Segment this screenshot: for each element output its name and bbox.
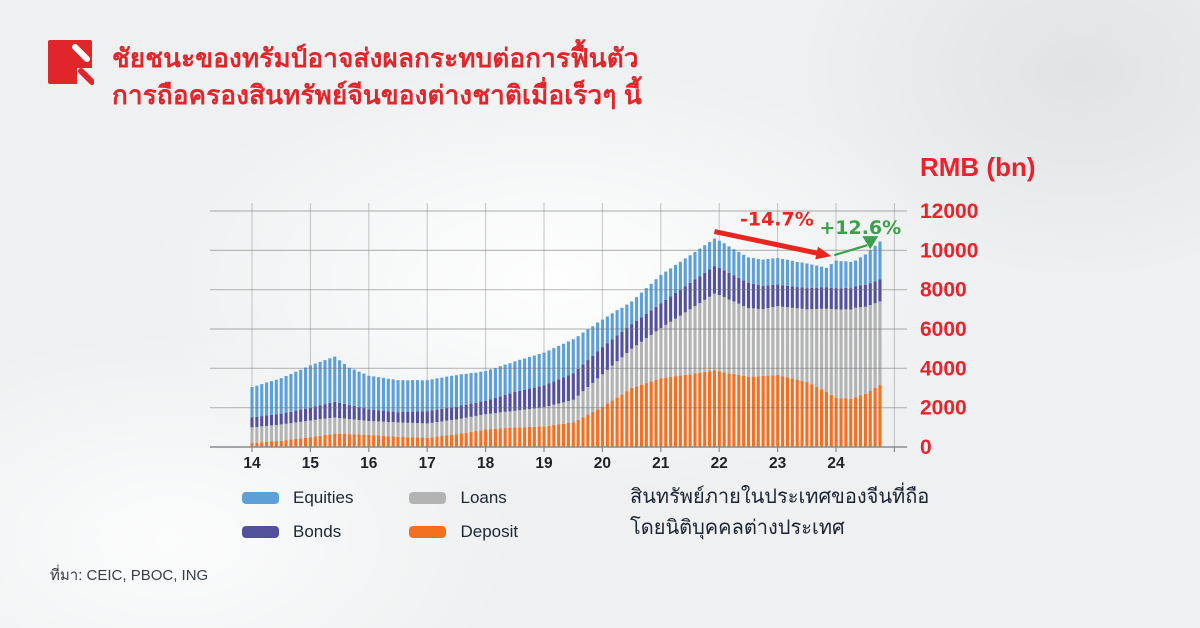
y-tick-label: 6000 [920,318,967,341]
y-tick-label: 2000 [920,397,967,420]
legend-column-1: Equities Bonds [242,488,353,542]
x-tick-label: 15 [302,455,320,472]
legend-column-2: Loans Deposit [409,488,518,542]
loans-swatch [409,492,447,504]
legend-label: Deposit [460,522,519,541]
legend-item-deposit: Deposit [409,522,518,542]
y-tick-label: 4000 [920,357,967,380]
x-tick-label: 14 [243,455,261,472]
legend-item-bonds: Bonds [242,522,353,542]
chart-legend: Equities Bonds Loans Deposit [242,488,518,542]
page-title: ชัยชนะของทรัมป์อาจส่งผลกระทบต่อการฟื้นตั… [112,40,642,114]
rebound-line [833,244,868,257]
x-tick-label: 23 [769,455,787,472]
legend-item-loans: Loans [409,488,518,508]
source-text: ที่มา: CEIC, PBOC, ING [50,567,209,584]
y-tick-label: 8000 [920,279,967,302]
deposit-swatch [409,526,447,538]
title-line-2: การถือครองสินทรัพย์จีนของต่างชาติเมื่อเร… [112,80,642,110]
x-tick-label: 16 [360,455,378,472]
y-tick-label: 12000 [920,200,978,223]
equities-swatch [242,492,279,504]
bonds-swatch [242,526,279,538]
rebound-marker [862,236,879,250]
note-line-2: โดยนิติบุคคลต่างประเทศ [630,517,845,539]
brand-logo-icon [48,40,94,86]
rebound-label: +12.6% [819,217,901,239]
x-tick-label: 19 [535,455,553,472]
x-tick-label: 17 [419,455,436,472]
x-tick-label: 18 [477,455,495,472]
decline-arrowhead [815,246,832,260]
bars-group [250,238,882,447]
y-tick-label: 0 [920,436,932,459]
legend-label: Loans [460,488,507,507]
legend-label: Equities [293,488,354,507]
x-tick-label: 24 [827,455,845,472]
x-tick-label: 22 [711,455,728,472]
title-line-1: ชัยชนะของทรัมป์อาจส่งผลกระทบต่อการฟื้นตั… [112,43,639,73]
legend-label: Bonds [293,522,342,541]
note-line-1: สินทรัพย์ภายในประเทศของจีนที่ถือ [630,486,930,508]
x-tick-label: 21 [652,455,670,472]
chart-note: สินทรัพย์ภายในประเทศของจีนที่ถือ โดยนิติ… [630,482,929,544]
y-tick-label: 10000 [920,239,978,262]
y-axis-title: RMB (bn) [920,152,1036,182]
decline-arrow [713,229,820,256]
decline-label: -14.7% [740,209,814,231]
header: ชัยชนะของทรัมป์อาจส่งผลกระทบต่อการฟื้นตั… [48,40,642,114]
legend-item-equities: Equities [242,488,353,508]
x-tick-label: 20 [594,455,611,472]
